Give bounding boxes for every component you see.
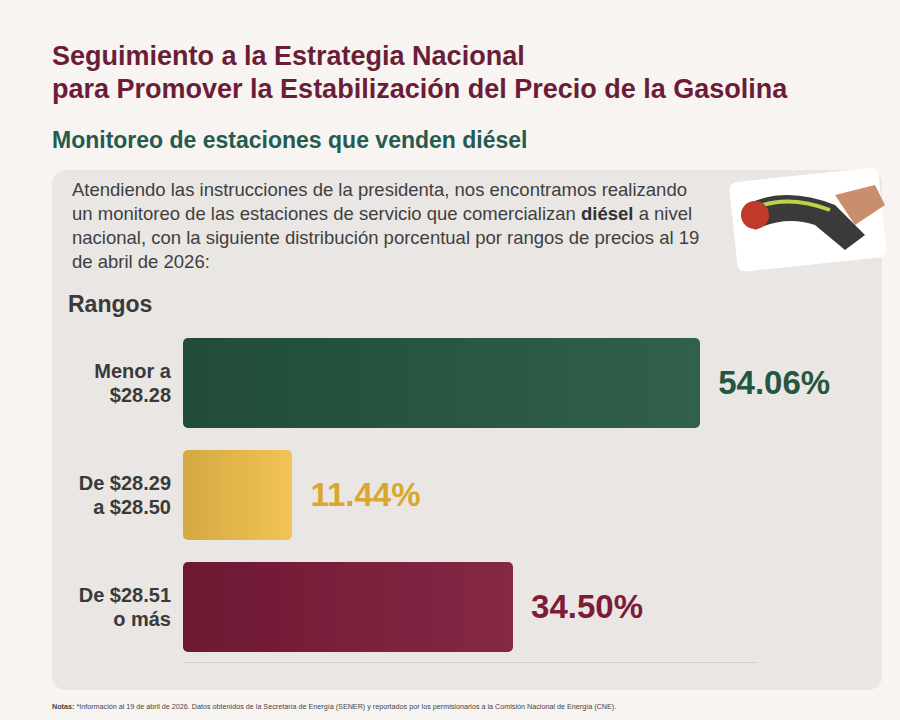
category-label: De $28.29 a $28.50: [69, 471, 171, 519]
axis-line: [183, 662, 757, 663]
title: Seguimiento a la Estrategia Nacional par…: [52, 40, 787, 106]
footnote-text: *Información al 19 de abril de 2026. Dat…: [76, 702, 616, 711]
footnote: Notas: *Información al 19 de abril de 20…: [52, 702, 616, 711]
category-label: Menor a $28.28: [69, 359, 171, 407]
pump-illustration: [725, 165, 895, 280]
category-label: De $28.51 o más: [69, 583, 171, 631]
bar: [183, 338, 700, 428]
data-label: 34.50%: [531, 588, 643, 626]
bar: [183, 450, 292, 540]
data-label: 54.06%: [718, 364, 830, 402]
footnote-label: Notas:: [52, 702, 74, 711]
description-part: diésel: [581, 203, 633, 224]
subtitle: Monitoreo de estaciones que venden diése…: [52, 127, 527, 154]
axis-label: Rangos: [68, 291, 152, 318]
bar: [183, 562, 513, 652]
description: Atendiendo las instrucciones de la presi…: [72, 178, 712, 274]
data-label: 11.44%: [310, 476, 420, 514]
